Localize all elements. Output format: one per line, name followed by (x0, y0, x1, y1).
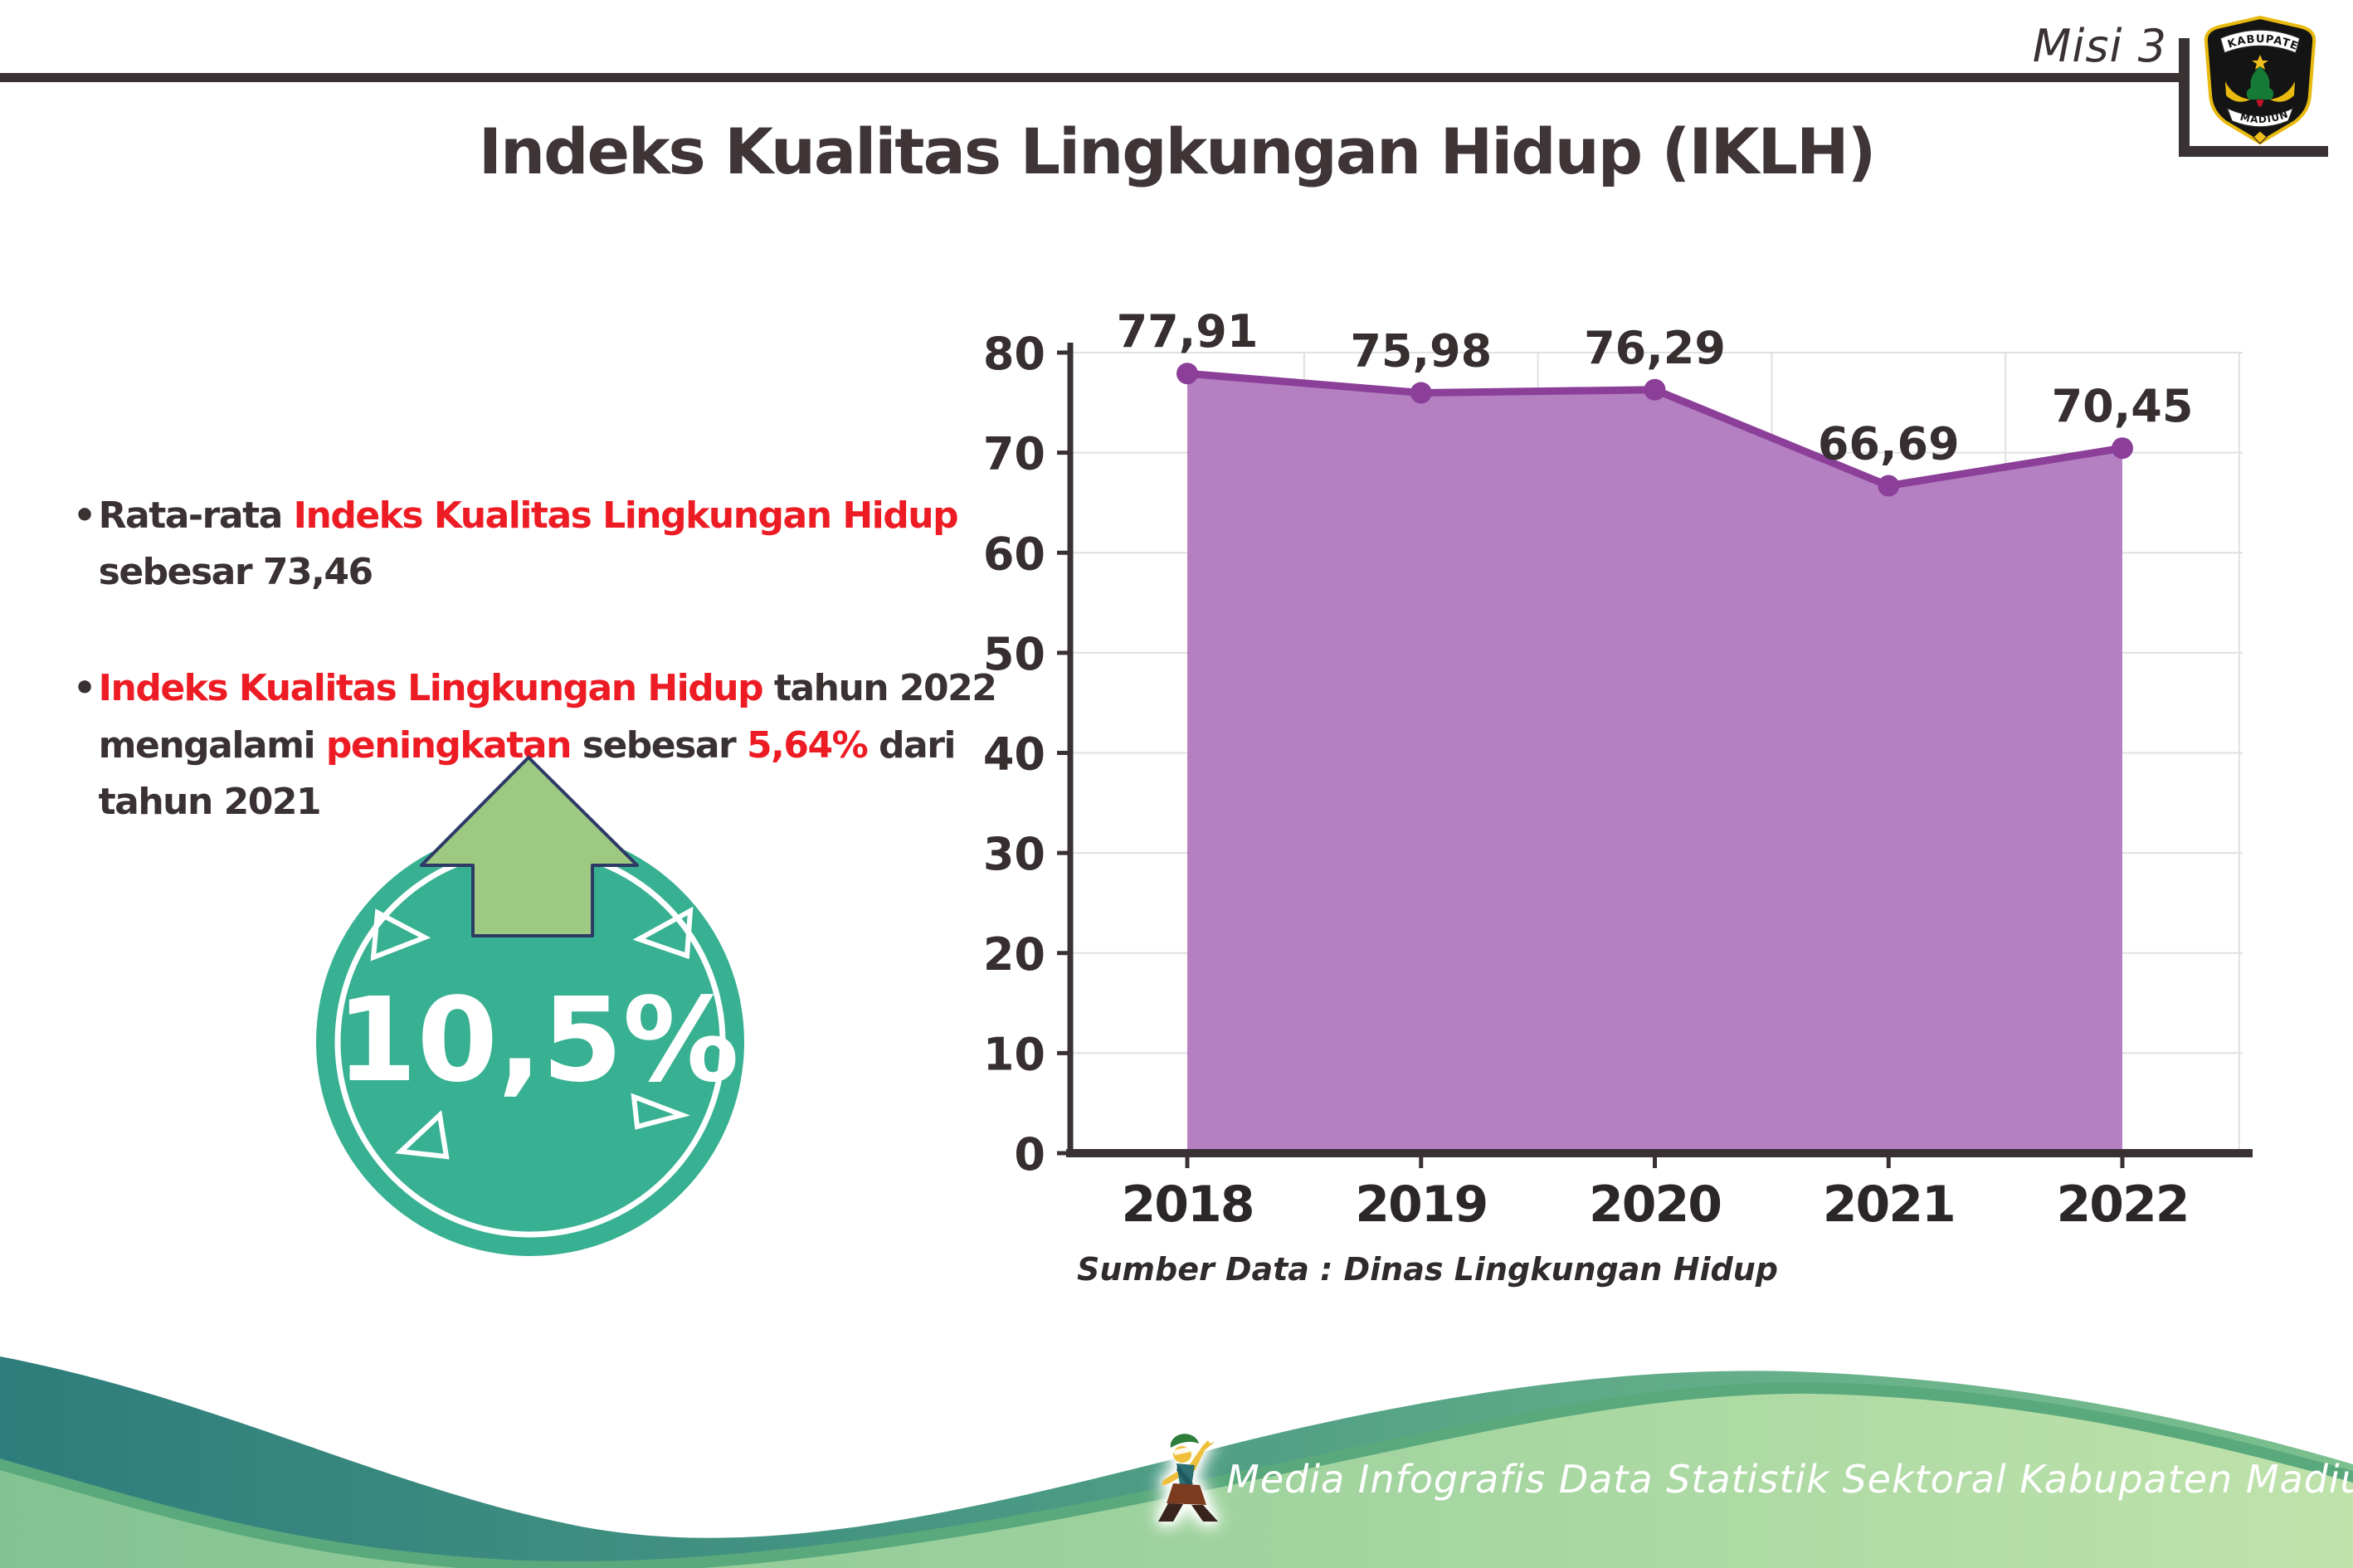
logo-right-wing-icon (2270, 81, 2295, 102)
footer-wave-light (0, 1393, 2353, 1568)
mascot-headband (1173, 1445, 1198, 1455)
header-rule (0, 73, 2180, 82)
page-title: Indeks Kualitas Lingkungan Hidup (IKLH) (478, 114, 1877, 188)
value-label: 66,69 (1818, 418, 1960, 470)
y-tick-label: 40 (983, 728, 1045, 781)
x-tick-label: 2021 (1823, 1176, 1955, 1234)
bullet-segment-dark: sebesar (570, 723, 748, 767)
badge-value: 10,5% (336, 973, 739, 1108)
value-label: 70,45 (2052, 380, 2194, 432)
y-tick-label: 20 (983, 928, 1045, 981)
y-tick-label: 70 (983, 428, 1045, 480)
x-tick-label: 2020 (1589, 1176, 1721, 1234)
bullet-segment-dark: dari (867, 723, 956, 767)
logo-star-icon (2252, 55, 2268, 70)
x-tick-label: 2022 (2057, 1176, 2189, 1234)
logo-frame-vertical (2179, 38, 2190, 157)
bullet-segment-dark: tahun 2021 (98, 780, 322, 823)
badge-accent-triangle (370, 908, 431, 962)
bullet-segment-dark: Rata-rata (98, 494, 294, 537)
value-label: 76,29 (1584, 322, 1726, 374)
source-note: Sumber Data : Dinas Lingkungan Hidup (1077, 1251, 1778, 1288)
y-tick-label: 80 (983, 328, 1045, 380)
logo-bottom-diamond (2253, 130, 2268, 144)
increase-badge: 10,5% (316, 756, 744, 1256)
y-tick-label: 60 (983, 528, 1045, 580)
chart-point (1878, 475, 1900, 497)
badge-accent-triangle (632, 906, 694, 960)
chart-area (1187, 373, 2122, 1153)
bullet-segment-dark: tahun 2022 (762, 667, 997, 710)
badge-accent-triangle (631, 1093, 690, 1130)
mascot-skirt (1167, 1483, 1206, 1505)
bullet-segment-dark: mengalami (98, 723, 326, 767)
bullet-item: • Rata-rata Indeks Kualitas Lingkungan Hi… (73, 488, 1011, 601)
mascot-right-leg (1191, 1505, 1218, 1522)
chart-point (1644, 378, 1666, 401)
bullet-segment-red: Indeks Kualitas Lingkungan Hidup (293, 494, 959, 537)
arrow-up-icon (420, 756, 639, 937)
mascot-sash (1176, 1465, 1193, 1488)
logo-left-wing-icon (2225, 81, 2250, 102)
mascot-icon (1158, 1434, 1218, 1522)
bullet-segment-red: Indeks Kualitas Lingkungan Hidup (98, 667, 764, 710)
footer-wave (0, 1356, 2353, 1568)
value-label: 77,91 (1117, 305, 1259, 358)
y-tick-label: 50 (983, 628, 1045, 680)
logo-red-chevron (2256, 100, 2264, 108)
value-label: 75,98 (1350, 324, 1492, 377)
bullet-dot: • (73, 667, 96, 710)
y-tick-label: 0 (1014, 1128, 1045, 1181)
misi-label: Misi 3 (2032, 20, 2167, 72)
logo-tree-icon (2246, 66, 2274, 100)
bullet-text: Rata-rata Indeks Kualitas Lingkungan Hid… (98, 488, 959, 601)
logo-top-banner (2219, 29, 2301, 55)
logo-bottom-banner (2225, 106, 2295, 128)
y-tick-label: 30 (983, 828, 1045, 880)
y-tick-label: 10 (983, 1028, 1045, 1080)
bullet-dot: • (73, 494, 96, 537)
chart-point (1410, 382, 1432, 404)
bullet-segment-dark: sebesar 73,46 (98, 551, 373, 594)
footer-caption: Media Infografis Data Statistik Sektoral… (1226, 1457, 2353, 1502)
x-tick-label: 2019 (1355, 1176, 1487, 1234)
mascot-left-leg (1158, 1503, 1183, 1522)
mascot-hand (1203, 1442, 1215, 1450)
badge-accent-triangle (395, 1109, 450, 1160)
chart-point (1176, 363, 1198, 385)
bullet-segment-red: 5,64% (747, 723, 869, 767)
x-tick-label: 2018 (1122, 1176, 1254, 1234)
logo-frame-horizontal (2179, 146, 2328, 157)
chart-point (2112, 437, 2133, 460)
mascot-hat (1170, 1434, 1199, 1448)
kabupaten-madiun-logo-icon: KABUPATEN MADIUN (2202, 15, 2316, 145)
iklh-chart: 0 10 20 30 40 50 60 70 80 2018 2019 2020 2021 2022 77,… (983, 305, 2253, 1234)
